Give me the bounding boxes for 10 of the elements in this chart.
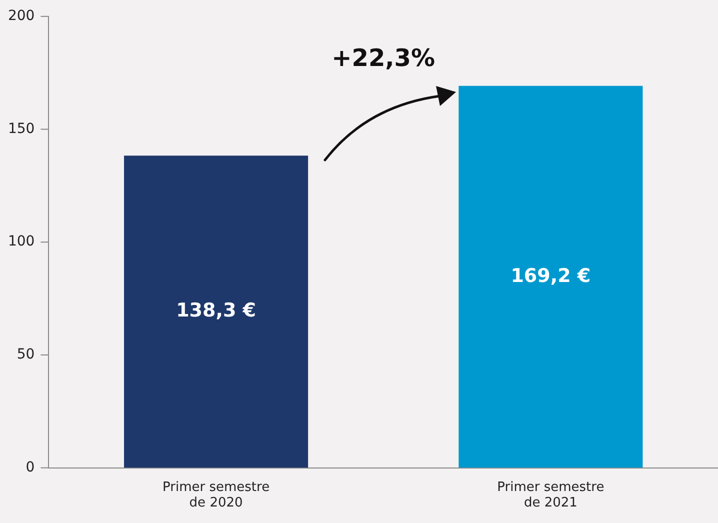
annotation: +22,3% bbox=[332, 44, 436, 72]
data-label: 138,3 € bbox=[176, 300, 256, 322]
y-tick-label: 0 bbox=[26, 459, 35, 476]
x-tick-label: Primer semestre de 2020 bbox=[162, 480, 270, 511]
y-tick-label: 50 bbox=[16, 346, 35, 363]
y-tick-label: 200 bbox=[8, 8, 35, 24]
y-tick-label: 100 bbox=[8, 234, 35, 250]
x-tick-label: Primer semestre de 2021 bbox=[497, 480, 604, 511]
y-tick-label: 150 bbox=[8, 120, 35, 137]
data-label: 169,2 € bbox=[510, 264, 591, 287]
